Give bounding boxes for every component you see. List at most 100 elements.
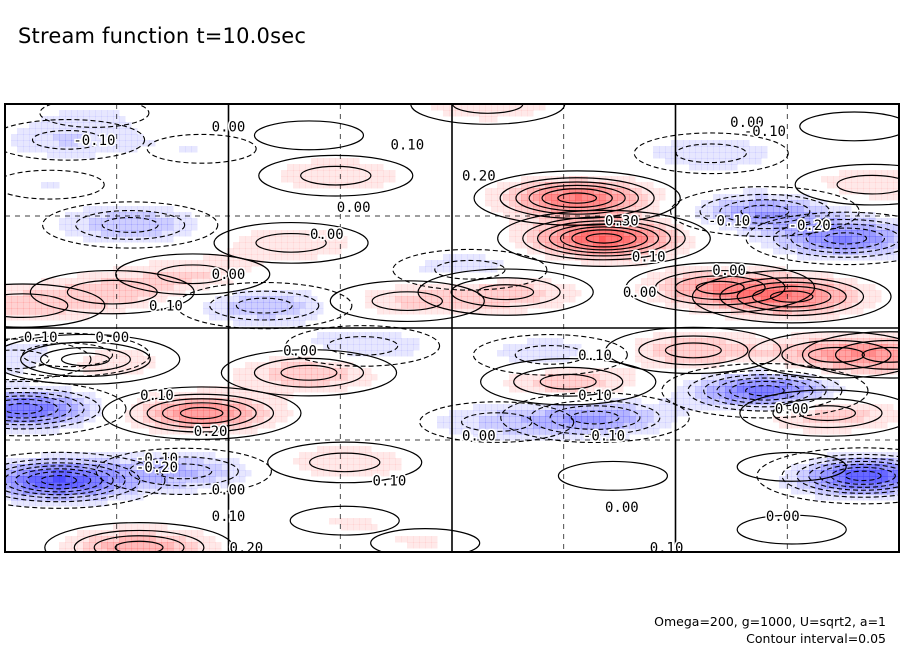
field-cell — [107, 122, 114, 129]
field-cell — [305, 356, 312, 363]
field-cell — [809, 236, 816, 243]
field-cell — [593, 230, 600, 237]
field-cell — [527, 104, 534, 111]
field-cell — [815, 290, 822, 297]
contour-line — [808, 460, 899, 491]
field-cell — [131, 536, 138, 543]
field-cell — [509, 236, 516, 243]
field-cell — [53, 122, 60, 129]
field-cell — [749, 272, 756, 279]
field-cell — [791, 194, 798, 201]
field-cell — [689, 164, 696, 171]
field-cell — [41, 476, 48, 483]
field-cell — [641, 236, 648, 243]
field-cell — [365, 350, 372, 357]
field-cell — [755, 152, 762, 159]
contour-label: 0.20 — [194, 424, 228, 440]
field-cell — [311, 164, 318, 171]
field-cell — [869, 194, 876, 201]
field-cell — [851, 476, 858, 483]
contour-line — [161, 402, 242, 425]
field-cell — [881, 404, 888, 411]
field-cell — [191, 458, 198, 465]
field-cell — [551, 302, 558, 309]
field-cell — [731, 152, 738, 159]
field-cell — [125, 290, 132, 297]
contour-line — [571, 229, 637, 248]
field-cell — [635, 350, 642, 357]
field-cell — [341, 332, 348, 339]
field-cell — [581, 212, 588, 219]
contour-line — [95, 447, 272, 496]
field-cell — [131, 530, 138, 537]
field-cell — [755, 368, 762, 375]
field-cell — [365, 470, 372, 477]
contour-label: -0.10 — [583, 429, 625, 445]
field-cell — [551, 182, 558, 189]
field-cell — [173, 458, 180, 465]
field-cell — [749, 314, 756, 321]
field-cell — [893, 170, 899, 177]
field-cell — [809, 212, 816, 219]
field-cell — [569, 176, 576, 183]
field-cell — [125, 362, 132, 369]
field-cell — [329, 458, 336, 465]
field-cell — [605, 194, 612, 201]
contour-line — [773, 218, 899, 258]
field-cell — [323, 176, 330, 183]
field-cell — [707, 338, 714, 345]
field-cell — [803, 356, 810, 363]
field-cell — [503, 200, 510, 207]
field-cell — [803, 224, 810, 231]
field-cell — [785, 236, 792, 243]
field-cell — [395, 296, 402, 303]
field-cell — [833, 212, 840, 219]
field-cell — [503, 404, 510, 411]
field-cell — [575, 404, 582, 411]
field-cell — [815, 278, 822, 285]
field-cell — [215, 302, 222, 309]
field-cell — [77, 404, 84, 411]
field-cell — [839, 212, 846, 219]
field-cell — [815, 296, 822, 303]
field-cell — [605, 188, 612, 195]
field-cell — [539, 296, 546, 303]
field-cell — [119, 542, 126, 549]
field-cell — [239, 428, 246, 435]
field-cell — [113, 368, 120, 375]
field-cell — [113, 218, 120, 225]
field-cell — [371, 338, 378, 345]
field-cell — [5, 470, 12, 477]
field-cell — [749, 392, 756, 399]
field-cell — [863, 230, 870, 237]
field-cell — [803, 218, 810, 225]
field-cell — [197, 548, 204, 552]
field-cell — [83, 272, 90, 279]
field-cell — [797, 392, 804, 399]
field-cell — [707, 374, 714, 381]
field-cell — [785, 242, 792, 249]
field-cell — [653, 188, 660, 195]
field-cell — [797, 242, 804, 249]
field-cell — [863, 404, 870, 411]
field-cell — [131, 218, 138, 225]
field-cell — [761, 236, 768, 243]
field-cell — [701, 398, 708, 405]
field-cell — [407, 284, 414, 291]
field-cell — [203, 476, 210, 483]
field-cell — [887, 242, 894, 249]
field-cell — [161, 476, 168, 483]
field-cell — [491, 206, 498, 213]
field-cell — [389, 344, 396, 351]
field-cell — [53, 476, 60, 483]
field-cell — [251, 428, 258, 435]
field-cell — [803, 308, 810, 315]
field-cell — [467, 296, 474, 303]
field-cell — [491, 422, 498, 429]
field-cell — [701, 140, 708, 147]
field-cell — [161, 206, 168, 213]
contour-line — [861, 346, 899, 363]
field-cell — [767, 212, 774, 219]
field-cell — [713, 290, 720, 297]
field-cell — [527, 356, 534, 363]
